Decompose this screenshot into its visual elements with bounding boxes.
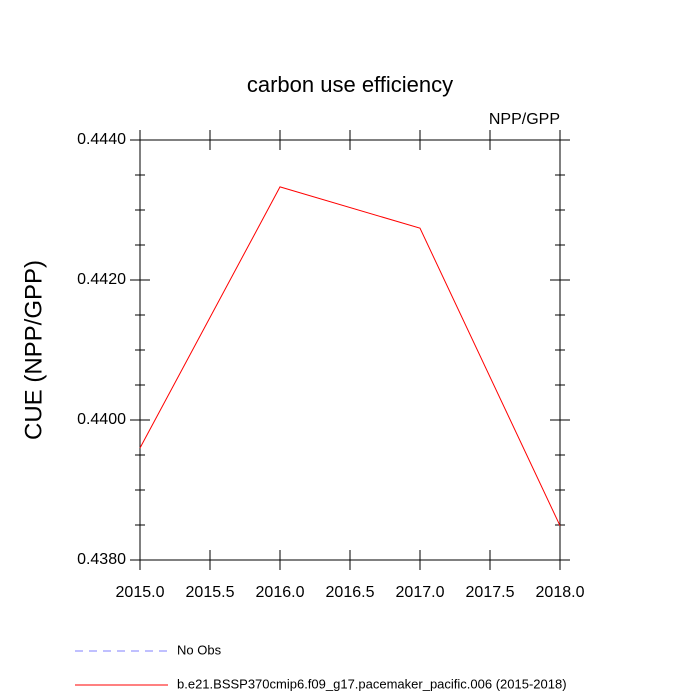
chart-subtitle: NPP/GPP: [489, 111, 560, 128]
y-tick-label: 0.4420: [77, 271, 126, 288]
chart-title: carbon use efficiency: [247, 72, 453, 97]
x-tick-label: 2017.5: [466, 584, 515, 601]
y-axis-label: CUE (NPP/GPP): [20, 260, 47, 440]
x-tick-label: 2018.0: [536, 584, 585, 601]
legend-label: No Obs: [177, 642, 222, 657]
legend-label: b.e21.BSSP370cmip6.f09_g17.pacemaker_pac…: [177, 676, 567, 691]
x-tick-label: 2016.5: [326, 584, 375, 601]
x-tick-label: 2015.0: [116, 584, 165, 601]
y-tick-label: 0.4400: [77, 411, 126, 428]
plot-frame: [139, 139, 561, 561]
series-line: [139, 186, 561, 526]
x-tick-label: 2015.5: [186, 584, 235, 601]
x-tick-label: 2016.0: [256, 584, 305, 601]
y-tick-label: 0.4380: [77, 551, 126, 568]
x-tick-label: 2017.0: [396, 584, 445, 601]
y-tick-label: 0.4440: [77, 131, 126, 148]
